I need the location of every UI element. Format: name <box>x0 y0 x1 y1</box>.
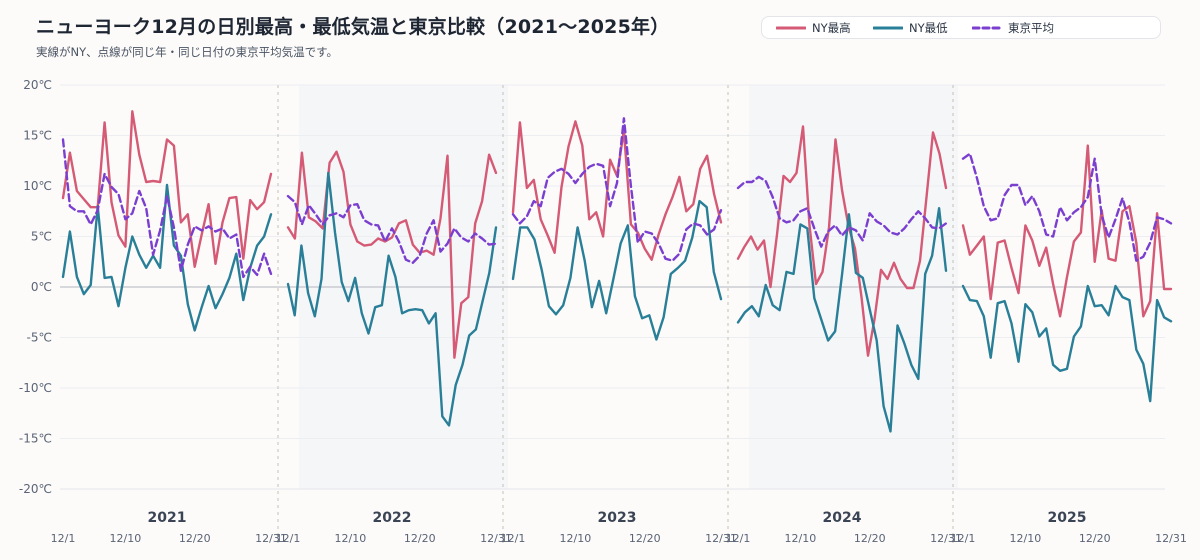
year-label-2022: 2022 <box>373 510 412 526</box>
series-line-tokyo-avg-2023 <box>511 117 723 262</box>
chart-legend: NY最高 NY最低 東京平均 <box>761 16 1161 39</box>
x-tick-label: 12/20 <box>854 532 886 545</box>
legend-swatch-ny-min <box>873 26 903 30</box>
series-line-ny-max-2025 <box>961 144 1173 318</box>
x-tick-label: 12/31 <box>1155 532 1187 545</box>
x-tick-label: 12/31 <box>480 532 512 545</box>
x-tick-label: 12/10 <box>560 532 592 545</box>
x-tick-label: 12/1 <box>501 532 526 545</box>
chart-title: ニューヨーク12月の日別最高・最低気温と東京比較（2021〜2025年） <box>36 16 670 38</box>
x-tick-label: 12/20 <box>629 532 661 545</box>
legend-label-ny-min: NY最低 <box>909 21 948 35</box>
series-line-tokyo-avg-2024 <box>736 175 948 248</box>
legend-label-tokyo-avg: 東京平均 <box>1008 21 1054 35</box>
x-tick-label: 12/10 <box>785 532 817 545</box>
y-tick-label: 15℃ <box>23 129 52 143</box>
series-line-tokyo-avg-2021 <box>61 138 273 279</box>
x-tick-label: 12/31 <box>255 532 287 545</box>
x-tick-label: 12/10 <box>110 532 142 545</box>
x-tick-label: 12/20 <box>179 532 211 545</box>
y-tick-label: 5℃ <box>31 230 52 244</box>
y-tick-label: -5℃ <box>27 331 52 345</box>
x-tick-label: 12/20 <box>404 532 436 545</box>
series-line-ny-min-2022 <box>286 171 498 427</box>
year-label-2025: 2025 <box>1048 510 1087 526</box>
series-line-tokyo-avg-2025 <box>961 152 1173 262</box>
legend-swatch-ny-max <box>776 26 806 30</box>
year-label-2021: 2021 <box>148 510 187 526</box>
y-tick-label: -15℃ <box>19 432 52 446</box>
series-line-tokyo-avg-2022 <box>286 194 498 264</box>
x-tick-label: 12/1 <box>951 532 976 545</box>
x-tick-label: 12/1 <box>276 532 301 545</box>
series-line-ny-min-2025 <box>961 284 1173 403</box>
chart-subtitle: 実線がNY、点線が同じ年・同じ日付の東京平均気温です。 <box>36 45 338 59</box>
legend-swatch-tokyo-avg <box>972 26 1002 30</box>
y-tick-label: 0℃ <box>31 280 52 294</box>
x-tick-label: 12/31 <box>930 532 962 545</box>
y-tick-label: 10℃ <box>23 179 52 193</box>
x-tick-label: 12/31 <box>705 532 737 545</box>
x-tick-label: 12/1 <box>51 532 76 545</box>
series-line-ny-max-2024 <box>736 125 948 357</box>
y-tick-label: 20℃ <box>23 78 52 92</box>
x-tick-label: 12/1 <box>726 532 751 545</box>
year-label-2024: 2024 <box>823 510 862 526</box>
y-tick-label: -20℃ <box>19 482 52 496</box>
y-tick-label: -10℃ <box>19 381 52 395</box>
x-tick-label: 12/20 <box>1079 532 1111 545</box>
x-tick-label: 12/10 <box>335 532 367 545</box>
series-line-ny-max-2022 <box>286 150 498 359</box>
x-tick-label: 12/10 <box>1010 532 1042 545</box>
year-label-2023: 2023 <box>598 510 637 526</box>
legend-label-ny-max: NY最高 <box>812 21 851 35</box>
series-line-ny-min-2023 <box>511 199 723 341</box>
series-line-ny-min-2024 <box>736 207 948 433</box>
